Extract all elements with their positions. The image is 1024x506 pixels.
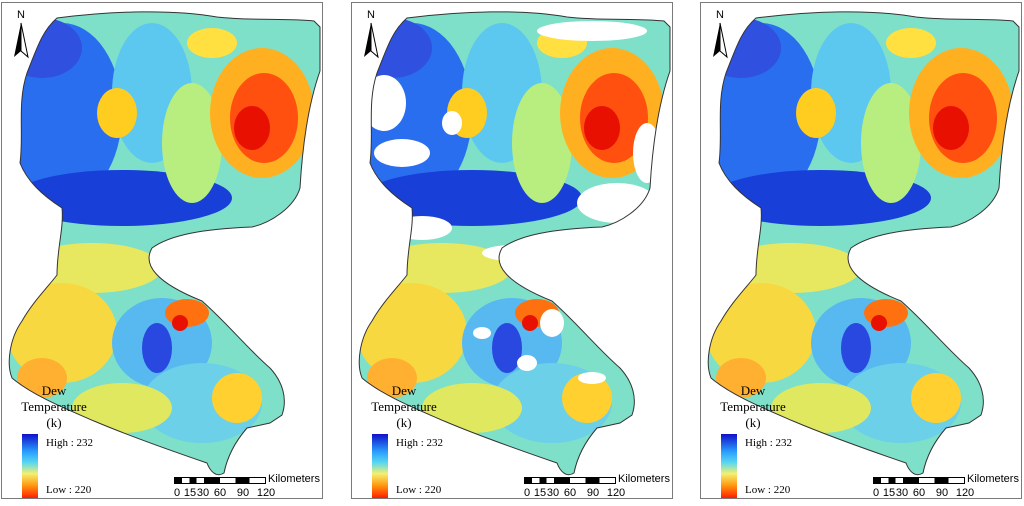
legend-title-line-1: Dew: [41, 383, 67, 398]
legend-title-line-2: Temperature: [371, 399, 437, 414]
legend-high-label: High : 232: [745, 437, 793, 449]
north-arrow-icon: N: [10, 9, 36, 61]
scale-ticks: 0 15 30 60 90 120: [701, 487, 1021, 499]
legend-title: Dew Temperature (k): [703, 383, 803, 431]
scale-tick: 60: [912, 487, 926, 499]
scale-tick: 90: [586, 487, 600, 499]
legend-color-ramp: [721, 434, 737, 498]
scale-tick: 90: [935, 487, 949, 499]
scale-tick: 15: [183, 487, 197, 499]
legend-high-label: High : 232: [396, 437, 444, 449]
legend-title-line-2: Temperature: [21, 399, 87, 414]
north-label: N: [367, 9, 375, 21]
scale-bar: [873, 477, 965, 484]
scale-tick: 0: [173, 487, 181, 499]
north-label: N: [716, 9, 724, 21]
scale-tick: 30: [895, 487, 909, 499]
legend-low-label: Low : 220: [745, 484, 791, 496]
north-label: N: [17, 9, 25, 21]
dew-temperature-map: [8, 11, 321, 476]
scale-tick: 0: [523, 487, 531, 499]
scale-tick: 60: [213, 487, 227, 499]
scale-ticks: 0 15 30 60 90 120: [2, 487, 322, 499]
legend-title: Dew Temperature (k): [354, 383, 454, 431]
scale-tick: 120: [606, 487, 626, 499]
scale-tick: 60: [563, 487, 577, 499]
legend-color-ramp: [22, 434, 38, 498]
legend-low-label: Low : 220: [396, 484, 442, 496]
map-panel-2: N Dew Temperature (k) High : 232 Low : 2…: [351, 2, 673, 499]
scale-tick: 90: [236, 487, 250, 499]
scale-tick: 30: [196, 487, 210, 499]
scale-tick: 120: [955, 487, 975, 499]
legend-title-line-3: (k): [745, 415, 761, 430]
dew-temperature-map: [358, 11, 671, 476]
legend-title-line-1: Dew: [391, 383, 417, 398]
legend-title-line-3: (k): [46, 415, 62, 430]
scale-tick: 15: [533, 487, 547, 499]
legend-title-line-2: Temperature: [720, 399, 786, 414]
legend-title: Dew Temperature (k): [4, 383, 104, 431]
legend-high-label: High : 232: [46, 437, 94, 449]
scale-ticks: 0 15 30 60 90 120: [352, 487, 672, 499]
scale-tick: 30: [546, 487, 560, 499]
north-arrow-icon: N: [709, 9, 735, 61]
dew-temperature-map: [707, 11, 1020, 476]
map-panel-3: N Dew Temperature (k) High : 232 Low : 2…: [700, 2, 1022, 499]
map-panel-1: N Dew Temperature (k) High : 232 Low : 2…: [1, 2, 323, 499]
scale-unit-label: Kilometers: [268, 473, 320, 485]
scale-tick: 15: [882, 487, 896, 499]
legend-low-label: Low : 220: [46, 484, 92, 496]
scale-bar: [524, 477, 616, 484]
legend-color-ramp: [372, 434, 388, 498]
legend-title-line-1: Dew: [740, 383, 766, 398]
scale-unit-label: Kilometers: [967, 473, 1019, 485]
north-arrow-icon: N: [360, 9, 386, 61]
scale-tick: 0: [872, 487, 880, 499]
legend-title-line-3: (k): [396, 415, 412, 430]
scale-unit-label: Kilometers: [618, 473, 670, 485]
scale-tick: 120: [256, 487, 276, 499]
scale-bar: [174, 477, 266, 484]
